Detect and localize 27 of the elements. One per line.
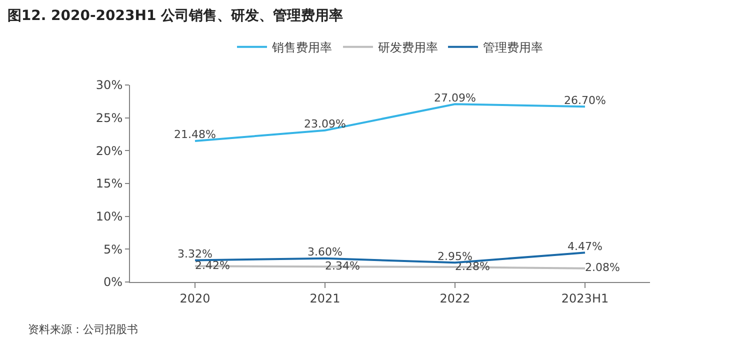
legend-label: 研发费用率 xyxy=(378,40,438,55)
data-label: 3.60% xyxy=(308,246,342,259)
text: 资料来源：公司招股书 xyxy=(28,323,138,336)
data-label: 27.09% xyxy=(434,91,476,104)
data-label: 4.47% xyxy=(568,240,602,253)
y-tick-label: 20% xyxy=(96,144,123,158)
data-label: 3.32% xyxy=(178,247,212,260)
y-tick-label: 25% xyxy=(96,111,123,126)
y-tick-label: 5% xyxy=(104,242,123,256)
data-label: 2.08% xyxy=(585,261,620,274)
data-label: 21.48% xyxy=(174,128,216,142)
legend-label: 销售费用率 xyxy=(271,40,332,55)
data-label: 2.42% xyxy=(195,258,230,272)
y-tick-label: 0% xyxy=(104,275,123,290)
legend-label: 管理费用率 xyxy=(483,40,543,55)
x-tick-label: 2022 xyxy=(440,291,470,306)
chart-title: 图12. 2020-2023H1 公司销售、研发、管理费用率 xyxy=(7,6,344,24)
data-label: 26.70% xyxy=(564,94,606,107)
y-tick-label: 10% xyxy=(96,210,123,224)
data-label: 2.95% xyxy=(438,250,472,263)
data-label: 2.34% xyxy=(325,259,360,272)
x-tick-label: 2023H1 xyxy=(561,291,609,306)
y-tick-label: 30% xyxy=(96,78,123,92)
data-label: 23.09% xyxy=(304,118,346,131)
y-tick-label: 15% xyxy=(96,176,123,191)
x-tick-label: 2021 xyxy=(310,291,340,306)
x-tick-label: 2020 xyxy=(180,291,210,306)
